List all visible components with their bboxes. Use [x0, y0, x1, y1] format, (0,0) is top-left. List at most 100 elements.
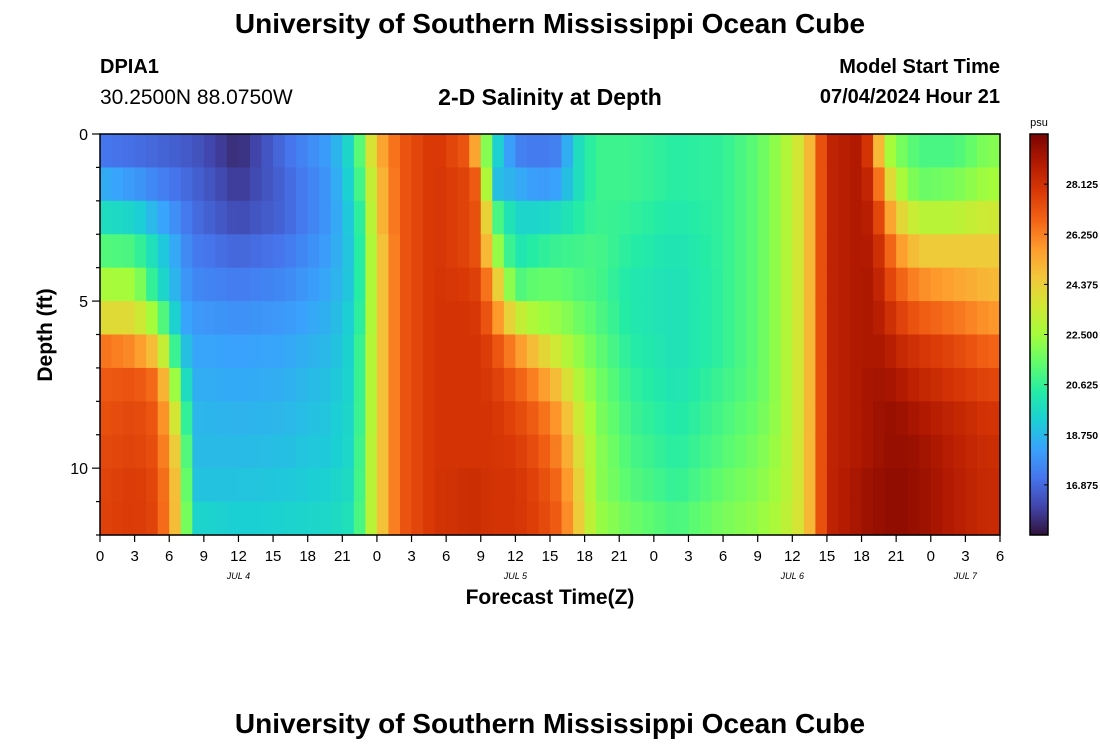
heatmap-cell [700, 401, 713, 436]
heatmap-cell [653, 234, 666, 269]
heatmap-cell [261, 267, 274, 302]
heatmap-cell [503, 301, 516, 336]
x-tick-label: 0 [927, 548, 935, 565]
heatmap-cell [746, 167, 759, 202]
heatmap-cell [769, 468, 782, 503]
heatmap-cell [930, 334, 943, 369]
heatmap-cell [873, 334, 886, 369]
heatmap-cell [953, 334, 966, 369]
heatmap-cell [746, 301, 759, 336]
heatmap-cell [953, 401, 966, 436]
heatmap-cell [411, 367, 424, 402]
heatmap-cell [238, 501, 251, 536]
heatmap-cell [907, 134, 920, 169]
heatmap-cell [642, 334, 655, 369]
heatmap-cell [700, 334, 713, 369]
heatmap-cell [711, 134, 724, 169]
heatmap-cell [434, 234, 447, 269]
heatmap-cell [180, 367, 193, 402]
heatmap-cell [284, 334, 297, 369]
heatmap-cell [111, 501, 124, 536]
heatmap-cell [838, 301, 851, 336]
heatmap-cell [711, 401, 724, 436]
heatmap-cell [192, 200, 205, 235]
heatmap-cell [203, 401, 216, 436]
station-coordinates: 30.2500N 88.0750W [100, 86, 293, 109]
heatmap-cell [480, 167, 493, 202]
heatmap-cell [769, 334, 782, 369]
heatmap-cell [907, 334, 920, 369]
heatmap-cell [307, 134, 320, 169]
heatmap-cell [515, 468, 528, 503]
heatmap-cell [561, 434, 574, 469]
heatmap-cell [873, 401, 886, 436]
heatmap-cell [815, 234, 828, 269]
heatmap-cell [480, 501, 493, 536]
heatmap-cell [942, 234, 955, 269]
heatmap-cell [342, 401, 355, 436]
heatmap-cell [157, 134, 170, 169]
heatmap-cell [134, 167, 147, 202]
heatmap-cell [446, 301, 459, 336]
heatmap-cell [873, 367, 886, 402]
heatmap-cell [400, 501, 413, 536]
heatmap-cell [630, 200, 643, 235]
heatmap-cell [400, 434, 413, 469]
heatmap-cell [284, 501, 297, 536]
heatmap-cell [457, 434, 470, 469]
heatmap-cell [607, 234, 620, 269]
heatmap-cell [757, 367, 770, 402]
heatmap-cell [538, 434, 551, 469]
heatmap-cell [111, 367, 124, 402]
heatmap-cell [711, 301, 724, 336]
heatmap-cell [503, 468, 516, 503]
heatmap-cell [861, 367, 874, 402]
heatmap-cell [665, 267, 678, 302]
heatmap-cell [850, 434, 863, 469]
heatmap-cell [838, 334, 851, 369]
heatmap-cell [573, 468, 586, 503]
heatmap-cell [538, 167, 551, 202]
heatmap-cell [446, 468, 459, 503]
heatmap-cell [434, 267, 447, 302]
heatmap-cell [307, 501, 320, 536]
heatmap-cell [492, 234, 505, 269]
heatmap-cell [711, 468, 724, 503]
heatmap-cell [653, 267, 666, 302]
heatmap-cell [826, 234, 840, 269]
heatmap-cell [250, 200, 263, 235]
heatmap-cell [100, 334, 113, 369]
heatmap-cell [111, 401, 124, 436]
heatmap-cell [665, 334, 678, 369]
heatmap-cell [434, 200, 447, 235]
heatmap-cell [353, 234, 366, 269]
heatmap-cell [942, 367, 955, 402]
heatmap-cell [469, 234, 482, 269]
x-tick-label: 0 [96, 548, 104, 565]
heatmap-cell [330, 501, 343, 536]
heatmap-cell [596, 234, 609, 269]
heatmap-cell [619, 501, 632, 536]
heatmap-cell [873, 134, 886, 169]
heatmap-cell [665, 301, 678, 336]
x-tick-label: 3 [130, 548, 138, 565]
heatmap-cell [861, 301, 874, 336]
heatmap-cell [111, 468, 124, 503]
heatmap-cell [100, 134, 113, 169]
heatmap-cell [273, 267, 286, 302]
heatmap-cell [146, 334, 159, 369]
heatmap-cell [469, 367, 482, 402]
heatmap-cell [723, 334, 736, 369]
heatmap-cell [988, 434, 1001, 469]
heatmap-cell [907, 167, 920, 202]
heatmap-cell [780, 501, 793, 536]
heatmap-cell [619, 167, 632, 202]
heatmap-cell [584, 367, 597, 402]
heatmap-cell [757, 401, 770, 436]
heatmap-cell [630, 167, 643, 202]
heatmap-cell [538, 468, 551, 503]
heatmap-cell [573, 501, 586, 536]
heatmap-cell [619, 234, 632, 269]
heatmap-cell [942, 434, 955, 469]
heatmap-cell [469, 501, 482, 536]
